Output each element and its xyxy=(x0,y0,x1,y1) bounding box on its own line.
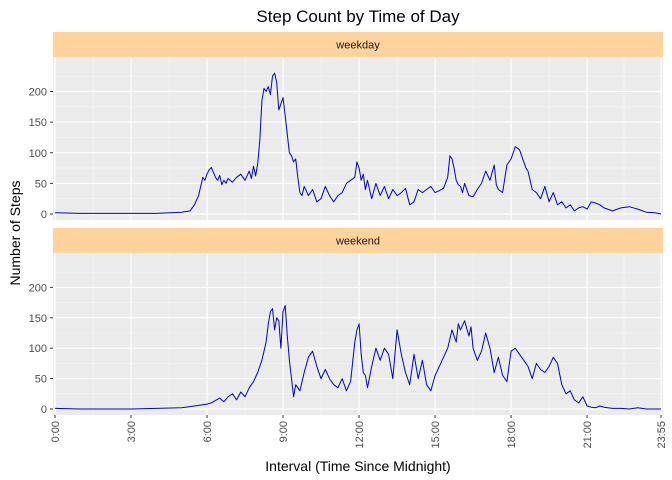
x-tick-label: 15:00 xyxy=(430,421,442,449)
panel-weekend: weekend 0 50 100 150 200 xyxy=(29,228,663,416)
x-tick-label: 6:00 xyxy=(202,421,214,442)
panel-background xyxy=(53,57,663,220)
y-tick-label: 0 xyxy=(41,209,47,221)
panel-background xyxy=(53,253,663,415)
y-tick-label: 150 xyxy=(29,117,47,129)
y-tick-label: 150 xyxy=(29,313,47,325)
strip-weekday xyxy=(53,32,663,57)
x-tick-label: 18:00 xyxy=(506,421,518,449)
y-tick-label: 50 xyxy=(35,374,47,386)
series-line-weekday xyxy=(54,72,662,215)
gridlines xyxy=(53,57,663,220)
facet-panels: weekday 0 50 100 150 200 weekend 0 50 100 150 200 xyxy=(29,32,663,416)
strip-label-weekend: weekend xyxy=(335,236,380,248)
x-tick-label: 21:00 xyxy=(582,421,594,449)
y-tick-label: 0 xyxy=(41,404,47,416)
x-tick-label: 0:00 xyxy=(50,421,62,442)
y-tick-label: 200 xyxy=(29,87,47,99)
strip-label-weekday: weekday xyxy=(335,40,380,52)
x-tick-label: 3:00 xyxy=(126,421,138,442)
x-tick-label: 12:00 xyxy=(354,421,366,449)
x-tick-label: 9:00 xyxy=(278,421,290,442)
y-tick-label: 100 xyxy=(29,148,47,160)
x-axis-title: Interval (Time Since Midnight) xyxy=(265,458,450,474)
x-axis: 0:00 3:00 6:00 9:00 12:00 15:00 18:00 21:00 23:5… xyxy=(50,415,668,449)
x-tick-label: 23:55 xyxy=(656,421,668,449)
y-tick-label: 200 xyxy=(29,282,47,294)
chart-title: Step Count by Time of Day xyxy=(256,7,460,26)
gridlines xyxy=(53,253,663,415)
strip-weekend xyxy=(53,228,663,253)
series-line-weekend xyxy=(54,305,661,410)
y-tick-label: 50 xyxy=(35,178,47,190)
panel-weekday: weekday 0 50 100 150 200 xyxy=(29,32,663,221)
y-tick-label: 100 xyxy=(29,343,47,355)
y-axis-title: Number of Steps xyxy=(7,180,23,285)
